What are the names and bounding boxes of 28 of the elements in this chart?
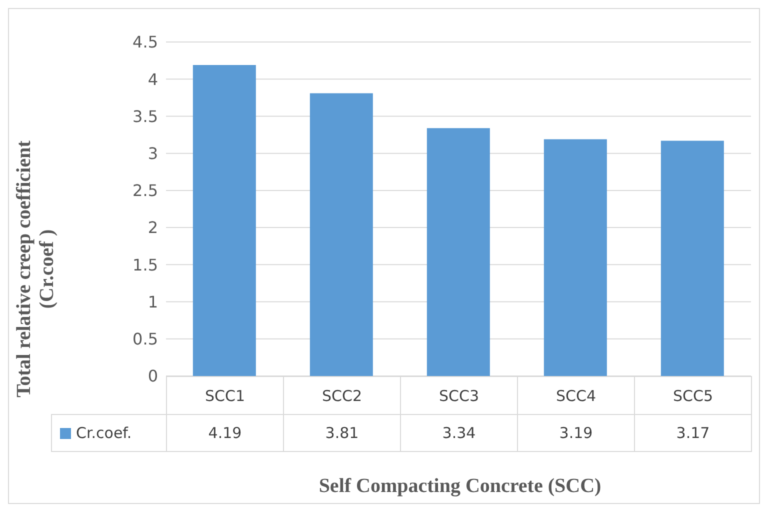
x-tick-label: SCC4	[517, 376, 635, 415]
data-label: 3.19	[517, 414, 635, 452]
bar	[426, 128, 490, 376]
bar	[192, 65, 256, 376]
data-label: 3.81	[283, 414, 401, 452]
y-axis-title: Total relative creep coefficient (Cr.coef )	[13, 140, 59, 398]
bar	[660, 140, 724, 376]
x-tick-label: SCC2	[283, 376, 401, 415]
bar	[544, 139, 607, 376]
y-tick-label: 3	[148, 144, 158, 164]
y-tick-label: 4	[148, 70, 158, 89]
legend-label: Cr.coef.	[76, 424, 132, 442]
data-label: 3.17	[634, 414, 752, 452]
y-tick-label: 1	[148, 292, 158, 312]
x-tick-label: SCC1	[166, 376, 284, 415]
y-tick-label: 0	[148, 366, 158, 386]
bar	[310, 93, 373, 376]
y-tick-label: 2.5	[132, 181, 158, 200]
x-axis-title: Self Compacting Concrete (SCC)	[318, 475, 602, 498]
y-tick-label: 4.5	[132, 32, 158, 52]
y-tick-label: 3.5	[132, 106, 158, 126]
x-tick-label: SCC3	[400, 376, 518, 415]
y-tick-label: 1.5	[132, 255, 158, 274]
data-label: 3.34	[400, 414, 518, 452]
x-tick-label: SCC5	[634, 376, 752, 415]
data-label: 4.19	[166, 414, 284, 452]
y-tick-label: 2	[148, 218, 158, 238]
y-tick-label: 0.5	[132, 330, 158, 349]
